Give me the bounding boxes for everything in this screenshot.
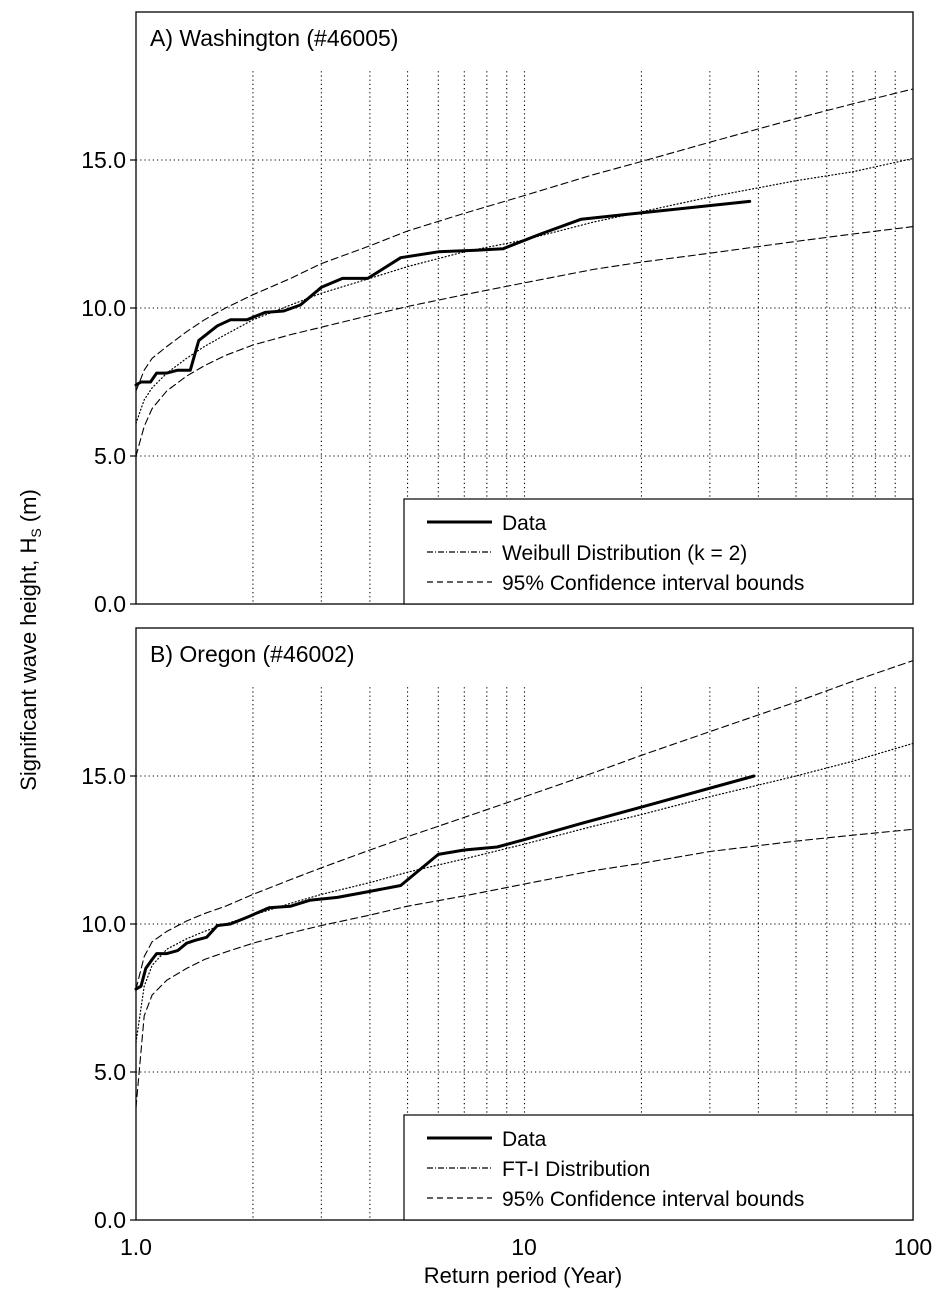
panel-b-series-confidence-lower-bound — [135, 828, 914, 1109]
panel-a-ytick-label-15: 15.0 — [81, 147, 126, 173]
panel-a-ytick-label-5: 5.0 — [94, 443, 126, 469]
legend-label-data: Data — [502, 1128, 547, 1151]
y-axis-label-main: Significant wave height, H — [16, 538, 41, 791]
panel-a-series-data — [134, 199, 752, 387]
y-axis-label-unit: (m) — [16, 489, 41, 528]
x-tick-label-1: 1.0 — [120, 1234, 152, 1260]
panel-a-series-weibull-distribution-k-2 — [135, 157, 914, 424]
panel-b-legend-box — [403, 1114, 914, 1221]
panel-b-legend: Data FT-I Distribution 95% Confidence in… — [403, 1114, 914, 1221]
panel-b-oregon: 0.0 5.0 10.0 15.0 B) Oregon (#46002) Data F… — [81, 627, 914, 1233]
panel-a-title: A) Washington (#46005) — [150, 25, 398, 51]
panel-a-series — [134, 88, 914, 457]
legend-label-data: Data — [502, 512, 547, 535]
panel-b-series-data — [134, 774, 756, 991]
panel-b-ytick-label-15: 15.0 — [81, 763, 126, 789]
x-tick-label-10: 10 — [511, 1234, 537, 1260]
panel-b-ytick-label-5: 5.0 — [94, 1059, 126, 1085]
panel-a-series-95-confidence-interval-bounds — [135, 88, 914, 392]
panel-a-washington: 0.0 5.0 10.0 15.0 A) Washington (#46005) Da… — [81, 11, 914, 617]
panel-a-grid — [136, 71, 913, 604]
panel-a-ytick-labels: 0.0 5.0 10.0 15.0 — [81, 147, 136, 617]
legend-label-confidence: 95% Confidence interval bounds — [502, 1188, 804, 1211]
y-axis-label: Significant wave height, HS (m) — [16, 489, 44, 791]
x-tick-label-100: 100 — [894, 1234, 932, 1260]
panel-b-title: B) Oregon (#46002) — [150, 641, 355, 667]
legend-label-weibull: Weibull Distribution (k = 2) — [502, 542, 747, 565]
panel-a-ytick-label-0: 0.0 — [94, 591, 126, 617]
panel-b-series-ft-i-distribution — [135, 742, 914, 1044]
panel-b-series — [134, 660, 914, 1109]
panel-b-ytick-labels: 0.0 5.0 10.0 15.0 — [81, 763, 136, 1233]
panel-b-ytick-label-0: 0.0 — [94, 1207, 126, 1233]
x-axis-label: Return period (Year) — [424, 1263, 623, 1288]
y-axis-label-subscript: S — [28, 528, 44, 537]
panel-a-ytick-label-10: 10.0 — [81, 295, 126, 321]
panel-a-series-confidence-lower-bound — [135, 226, 914, 457]
panel-a-legend: Data Weibull Distribution (k = 2) 95% Co… — [403, 498, 914, 605]
panel-b-ytick-label-10: 10.0 — [81, 911, 126, 937]
panel-a-legend-box — [403, 498, 914, 605]
legend-label-confidence: 95% Confidence interval bounds — [502, 572, 804, 595]
legend-label-ft1: FT-I Distribution — [502, 1158, 650, 1181]
panel-b-series-95-confidence-interval-bounds — [135, 660, 914, 990]
panel-b-grid — [136, 687, 913, 1220]
